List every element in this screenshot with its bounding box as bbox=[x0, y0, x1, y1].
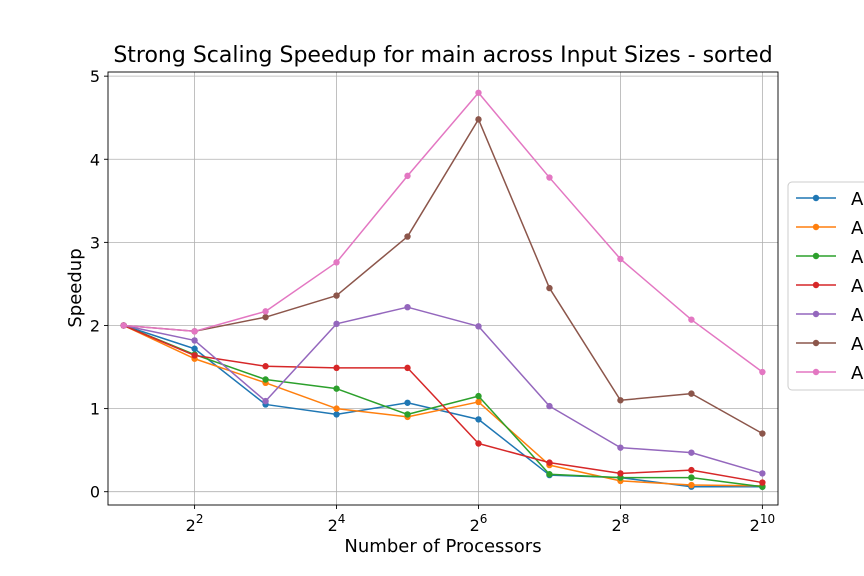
series-4 bbox=[120, 322, 766, 486]
legend-label: A bbox=[851, 247, 864, 268]
data-point bbox=[191, 328, 198, 335]
data-point bbox=[688, 481, 695, 489]
legend-item: A bbox=[796, 276, 864, 297]
x-tick-label: 24 bbox=[328, 512, 346, 535]
legend-item: A bbox=[796, 305, 864, 326]
data-point bbox=[475, 323, 482, 330]
data-point bbox=[404, 303, 411, 311]
x-tick-label: 210 bbox=[750, 512, 775, 535]
legend-label: A bbox=[851, 334, 864, 355]
data-point bbox=[262, 308, 269, 315]
data-point bbox=[546, 471, 553, 478]
data-point bbox=[759, 470, 766, 477]
chart-title: Strong Scaling Speedup for main across I… bbox=[113, 43, 772, 68]
data-point bbox=[475, 416, 482, 423]
plot-frame bbox=[107, 71, 779, 506]
data-point bbox=[404, 411, 411, 418]
data-point bbox=[475, 89, 482, 96]
data-point bbox=[617, 255, 624, 263]
series-line bbox=[123, 118, 763, 435]
data-point bbox=[546, 284, 553, 292]
legend-item: A bbox=[796, 247, 864, 268]
legend-box bbox=[787, 181, 864, 391]
legend-label: A bbox=[851, 363, 864, 384]
data-point bbox=[688, 390, 695, 397]
data-point bbox=[191, 345, 198, 352]
data-point bbox=[191, 352, 198, 359]
data-point bbox=[333, 385, 340, 392]
y-tick-label: 0 bbox=[90, 483, 100, 502]
legend-label: A bbox=[851, 218, 864, 239]
data-point bbox=[688, 474, 695, 481]
data-point bbox=[262, 376, 269, 383]
data-point bbox=[262, 397, 269, 405]
legend-item: A bbox=[796, 189, 864, 210]
data-point bbox=[262, 313, 269, 321]
series-7 bbox=[120, 89, 766, 376]
data-point bbox=[759, 479, 766, 486]
data-point bbox=[333, 292, 340, 299]
y-tick-label: 1 bbox=[90, 400, 100, 419]
data-point bbox=[546, 174, 553, 181]
series-line bbox=[123, 306, 763, 475]
data-point bbox=[333, 411, 340, 418]
x-tick-label: 26 bbox=[470, 512, 488, 535]
legend-label: A bbox=[851, 189, 864, 210]
legend-item: A bbox=[796, 218, 864, 239]
legend-swatch-marker bbox=[812, 339, 820, 347]
legend-swatch-marker bbox=[812, 281, 820, 289]
series-line bbox=[123, 324, 763, 484]
data-point bbox=[759, 430, 766, 437]
data-point bbox=[475, 440, 482, 447]
data-point bbox=[333, 259, 340, 266]
legend-swatch-marker bbox=[812, 194, 820, 202]
y-axis-title: Speedup bbox=[65, 248, 86, 327]
legend-swatch-marker bbox=[812, 223, 820, 231]
series-5 bbox=[120, 303, 766, 477]
legend-swatch-marker bbox=[812, 252, 820, 260]
data-point bbox=[120, 322, 127, 329]
data-point bbox=[404, 364, 411, 372]
legend-label: A bbox=[851, 276, 864, 297]
y-tick-label: 3 bbox=[90, 233, 100, 252]
legend-item: A bbox=[796, 334, 864, 355]
data-point bbox=[475, 392, 482, 400]
data-point bbox=[617, 470, 624, 477]
data-point bbox=[333, 405, 340, 412]
data-point bbox=[688, 466, 695, 474]
x-tick-label: 28 bbox=[612, 512, 630, 535]
data-point bbox=[333, 320, 340, 328]
x-tick-label: 22 bbox=[186, 512, 204, 535]
data-point bbox=[546, 459, 553, 466]
series-line bbox=[123, 324, 763, 488]
data-point bbox=[404, 233, 411, 240]
legend-swatch-marker bbox=[812, 368, 820, 376]
series-line bbox=[123, 92, 763, 373]
data-point bbox=[759, 368, 766, 376]
data-point bbox=[617, 397, 624, 404]
data-point bbox=[262, 363, 269, 370]
y-tick-label: 4 bbox=[90, 150, 100, 169]
data-point bbox=[688, 449, 695, 456]
legend-item: A bbox=[796, 363, 864, 384]
plot-area: 22 24 26 28 210 0 1 2 3 4 5 bbox=[90, 67, 779, 535]
y-tick-label: 2 bbox=[90, 316, 100, 335]
data-point bbox=[404, 172, 411, 180]
data-point bbox=[404, 399, 411, 406]
series-6 bbox=[120, 116, 766, 437]
y-tick-label: 5 bbox=[90, 67, 100, 86]
data-point bbox=[688, 316, 695, 323]
data-point bbox=[333, 364, 340, 372]
x-axis-title: Number of Processors bbox=[344, 536, 541, 557]
data-point bbox=[546, 402, 553, 410]
legend-swatch-marker bbox=[812, 310, 820, 318]
data-point bbox=[475, 398, 482, 406]
data-point bbox=[191, 337, 198, 344]
legend-label: A bbox=[851, 305, 864, 326]
data-point bbox=[475, 116, 482, 123]
data-point bbox=[617, 444, 624, 451]
